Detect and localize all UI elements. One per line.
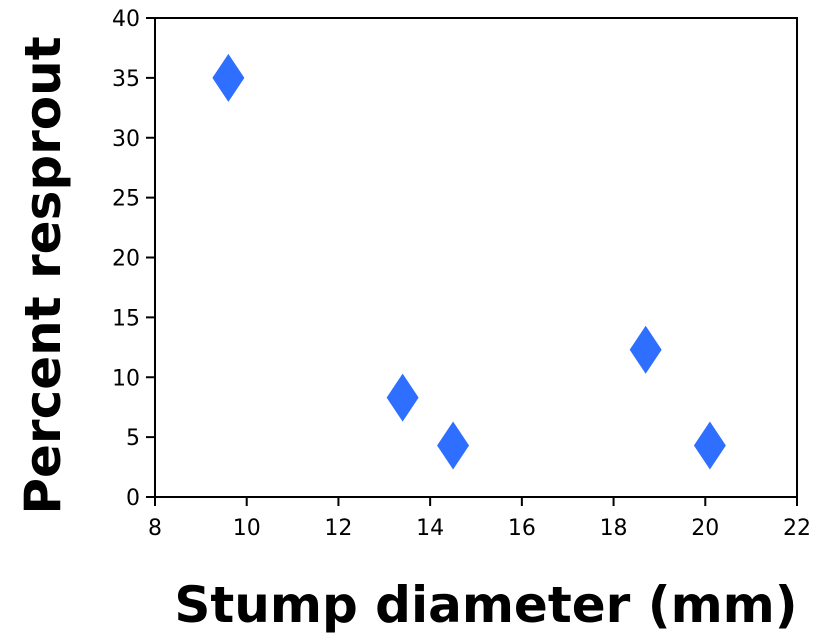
plot-area	[154, 17, 798, 498]
x-tick-label: 22	[783, 516, 811, 541]
y-tick-label: 40	[112, 7, 140, 32]
y-tick-label: 10	[112, 366, 140, 391]
y-axis-title: Percent resprout	[14, 36, 72, 514]
x-tick-label: 12	[324, 516, 352, 541]
x-tick-label: 20	[691, 516, 719, 541]
data-points	[212, 53, 726, 470]
y-tick-label: 35	[112, 67, 140, 92]
y-tick-label: 0	[126, 486, 140, 511]
data-point	[629, 325, 662, 374]
x-tick-label: 10	[233, 516, 261, 541]
data-point	[437, 421, 470, 470]
x-axis-title: Stump diameter (mm)	[174, 576, 797, 634]
y-tick-label: 25	[112, 187, 140, 212]
x-tick-label: 16	[508, 516, 536, 541]
data-point	[386, 373, 419, 422]
data-point	[693, 421, 726, 470]
y-tick-label: 15	[112, 306, 140, 331]
x-tick-label: 18	[600, 516, 628, 541]
x-tick-label: 8	[148, 516, 162, 541]
data-point	[212, 53, 245, 102]
y-tick-label: 20	[112, 247, 140, 272]
y-tick-label: 5	[126, 426, 140, 451]
y-tick-label: 30	[112, 127, 140, 152]
x-axis: 8 10 12 14 16 18 20 22	[148, 497, 811, 541]
x-tick-label: 14	[416, 516, 444, 541]
y-axis: 0 5 10 15 20 25 30 35 40	[112, 7, 155, 511]
